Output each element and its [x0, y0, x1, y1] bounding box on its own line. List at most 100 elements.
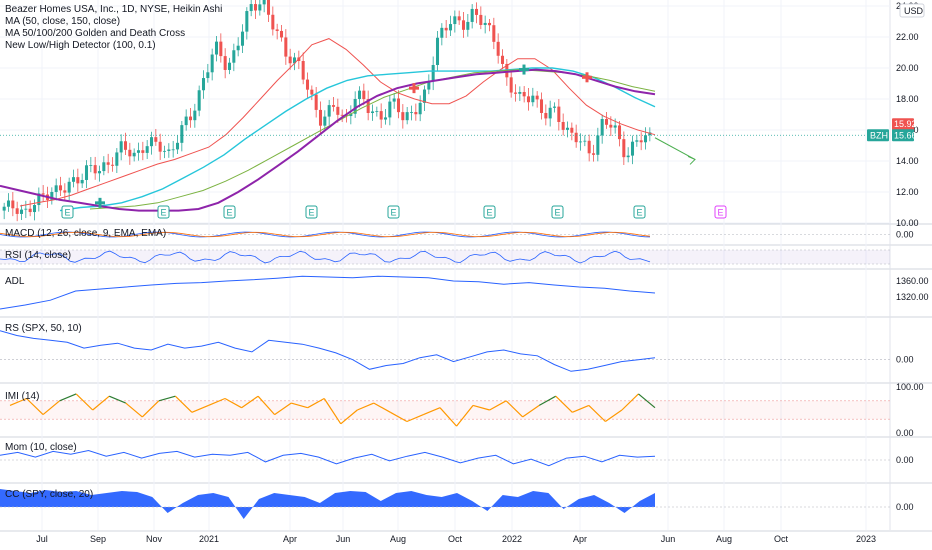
- candle-body: [227, 62, 232, 70]
- candle-body: [93, 165, 97, 174]
- candle-body: [28, 208, 32, 213]
- candle-body: [483, 22, 487, 25]
- candle-body: [548, 107, 552, 119]
- symbol-tag: [867, 129, 889, 142]
- currency-box: [899, 3, 925, 18]
- x-tick-label: 2023: [856, 534, 876, 544]
- candle-body: [513, 92, 518, 94]
- candle-body: [323, 116, 327, 126]
- imi-segment: [59, 393, 77, 402]
- candle-body: [149, 137, 154, 147]
- imi-segment: [522, 404, 540, 418]
- imi-segment: [42, 400, 60, 416]
- cross-marker-icon: [95, 197, 105, 208]
- earnings-icon: E: [223, 205, 236, 219]
- candle-body: [67, 181, 71, 193]
- close-price-value: 15.66: [894, 130, 917, 140]
- macd-signal-line: [0, 231, 651, 238]
- candle-body: [331, 105, 336, 107]
- close-price-tag: [892, 129, 914, 142]
- symbol-label: BZH: [870, 130, 888, 140]
- earnings-icon: E: [483, 205, 496, 219]
- candle-body: [492, 25, 496, 42]
- candle-body: [487, 22, 492, 26]
- candle-body: [15, 208, 19, 214]
- imi-segment: [141, 400, 160, 418]
- pane-tick-label: 1320.00: [896, 292, 929, 302]
- candle-body: [84, 165, 89, 180]
- candles: [2, 0, 652, 222]
- candle-body: [457, 16, 461, 21]
- x-tick-label: Apr: [573, 534, 587, 544]
- x-tick-label: Jun: [661, 534, 676, 544]
- candle-body: [440, 27, 444, 38]
- imi-segment: [605, 409, 623, 422]
- candle-body: [180, 125, 184, 143]
- candle-body: [201, 78, 206, 91]
- candle-body: [162, 150, 167, 152]
- imi-segment: [538, 395, 557, 406]
- candle-body: [258, 4, 262, 11]
- candle-body: [327, 105, 331, 117]
- candle-body: [518, 91, 522, 94]
- candle-body: [570, 127, 574, 133]
- candle-body: [509, 77, 513, 93]
- imi-segment: [290, 402, 308, 409]
- mom-line: [0, 449, 656, 467]
- candle-body: [600, 118, 604, 136]
- candle-body: [175, 142, 180, 150]
- candle-body: [379, 111, 383, 120]
- candle-body: [375, 111, 379, 112]
- y-tick-label: 14.00: [896, 156, 919, 166]
- imi-segment: [572, 404, 590, 413]
- svg-text:E: E: [636, 208, 642, 218]
- candle-body: [240, 31, 245, 46]
- candle-body: [626, 155, 630, 158]
- candle-body: [141, 150, 145, 153]
- earnings-icon: E: [714, 205, 727, 219]
- imi-segment: [390, 411, 408, 423]
- earnings-icon: E: [305, 205, 318, 219]
- candle-body: [167, 149, 171, 151]
- rsi-line: [0, 250, 651, 264]
- candle-body: [193, 110, 197, 121]
- imi-segment: [621, 393, 639, 411]
- candle-body: [414, 112, 418, 115]
- ma100-line: [59, 67, 656, 212]
- candle-body: [154, 137, 158, 142]
- pane-tick-label: 0.00: [896, 455, 914, 465]
- projection-arrow: [654, 137, 696, 160]
- candle-body: [596, 135, 600, 155]
- y-tick-label: 12.00: [896, 187, 919, 197]
- candle-body: [448, 24, 453, 31]
- x-tick-label: Jul: [36, 534, 48, 544]
- candle-body: [643, 135, 648, 143]
- earnings-icon: E: [61, 205, 74, 219]
- candle-body: [115, 152, 119, 166]
- imi-segment: [555, 395, 573, 413]
- earnings-icon: E: [633, 205, 646, 219]
- candle-body: [604, 118, 609, 125]
- candle-body: [6, 200, 11, 207]
- cross-marker-icon: [519, 64, 529, 75]
- candle-body: [58, 185, 63, 191]
- x-tick-label: 2022: [502, 534, 522, 544]
- candle-body: [206, 72, 210, 79]
- candle-body: [392, 98, 396, 102]
- candle-body: [41, 193, 45, 195]
- arrow-head-icon: [687, 155, 696, 165]
- candle-body: [106, 162, 110, 165]
- imi-segment: [158, 395, 176, 402]
- candle-body: [496, 41, 500, 56]
- imi-segment: [588, 404, 606, 422]
- candle-body: [110, 164, 115, 166]
- candle-body: [405, 112, 409, 121]
- x-tick-label: Aug: [390, 534, 406, 544]
- candle-body: [461, 20, 466, 30]
- candle-body: [271, 14, 275, 30]
- candle-body: [188, 116, 193, 121]
- candle-body: [565, 127, 570, 130]
- candle-body: [275, 29, 279, 31]
- candle-body: [552, 106, 557, 108]
